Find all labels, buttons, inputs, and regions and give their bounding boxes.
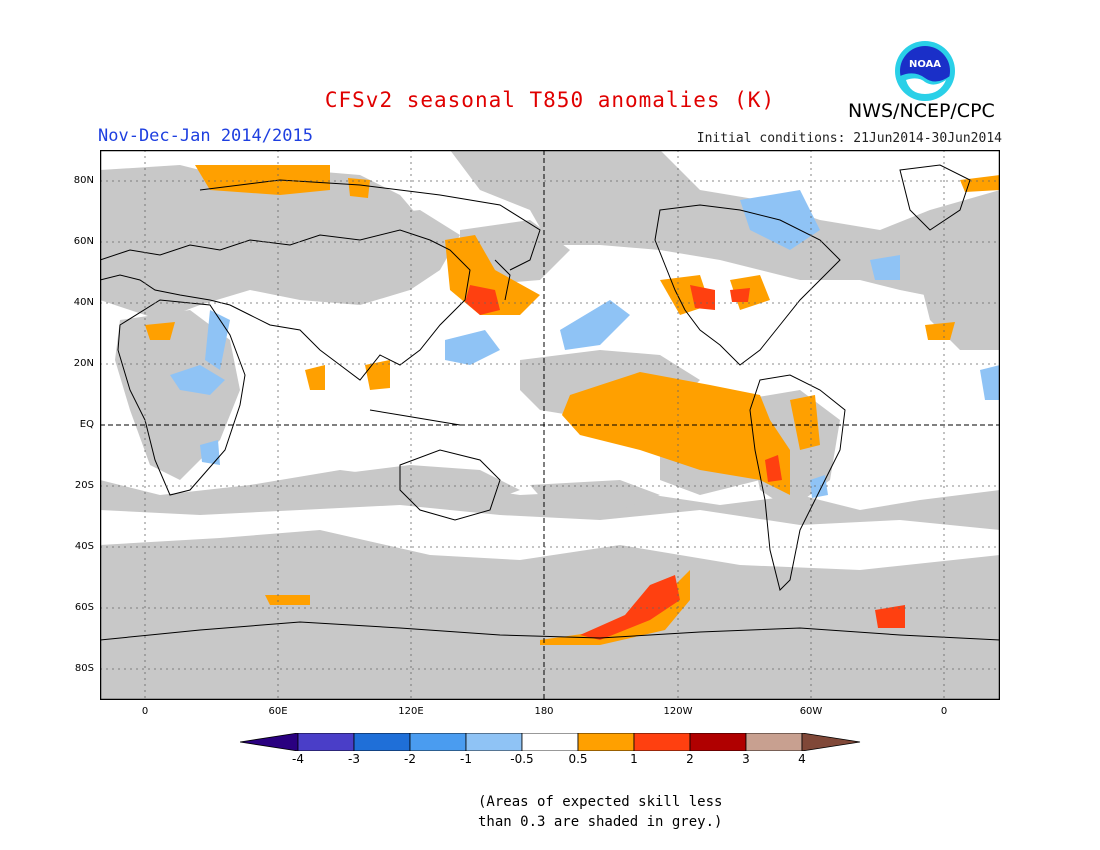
anomaly-map — [100, 150, 1000, 700]
colorbar-segment — [521, 733, 579, 751]
colorbar-tick-label: 1 — [630, 752, 638, 766]
colorbar-tick-label: -2 — [404, 752, 416, 766]
colorbar-tick-label: -0.5 — [510, 752, 534, 766]
lon-label: 60E — [268, 706, 288, 717]
colorbar-tick-label: 0.5 — [568, 752, 588, 766]
lon-label: 120W — [663, 706, 693, 717]
positive-anomaly-1-2 — [465, 285, 905, 640]
colorbar-segment — [409, 733, 467, 751]
note-line-2: than 0.3 are shaded in grey.) — [478, 814, 723, 830]
colorbar-segment — [240, 733, 299, 751]
noaa-logo: NOAA — [895, 41, 955, 101]
lat-label: 40S — [74, 541, 94, 552]
lon-label: 0 — [940, 706, 948, 717]
colorbar-segment — [577, 733, 635, 751]
coastlines — [100, 164, 1000, 641]
forecast-period: Nov-Dec-Jan 2014/2015 — [98, 126, 313, 146]
colorbar-tick-label: -4 — [292, 752, 304, 766]
logo-text: NOAA — [909, 59, 941, 70]
colorbar-segment — [353, 733, 411, 751]
lat-label: 60S — [74, 602, 94, 613]
lon-label: 60W — [799, 706, 823, 717]
colorbar-tick-label: 3 — [742, 752, 750, 766]
lat-label: 60N — [73, 236, 94, 247]
lat-label: 20S — [74, 480, 94, 491]
colorbar-segment — [633, 733, 691, 751]
lat-label: EQ — [79, 419, 94, 430]
note-line-1: (Areas of expected skill less — [478, 794, 723, 810]
initial-conditions: Initial conditions: 21Jun2014-30Jun2014 — [696, 131, 1002, 146]
colorbar-tick-label: 2 — [686, 752, 694, 766]
map-title: CFSv2 seasonal T850 anomalies (K) — [324, 88, 776, 112]
map-frame — [100, 150, 1000, 700]
colorbar-tick-label: 4 — [798, 752, 806, 766]
lat-label: 80N — [73, 175, 94, 186]
lat-label: 40N — [73, 297, 94, 308]
lon-label: 0 — [141, 706, 149, 717]
lat-label: 20N — [73, 358, 94, 369]
lon-label: 180 — [534, 706, 554, 717]
colorbar — [240, 733, 861, 751]
negative-anomaly-0.5-1 — [170, 190, 1000, 498]
colorbar-tick-label: -3 — [348, 752, 360, 766]
equator-dateline — [100, 150, 1000, 700]
agency-label: NWS/NCEP/CPC — [848, 100, 995, 122]
colorbar-segment — [801, 733, 861, 751]
colorbar-segment — [297, 733, 355, 751]
colorbar-segment — [745, 733, 803, 751]
colorbar-segment — [689, 733, 747, 751]
lon-label: 120E — [398, 706, 424, 717]
colorbar-tick-label: -1 — [460, 752, 472, 766]
colorbar-segment — [465, 733, 523, 751]
gridlines — [100, 150, 1000, 700]
lat-label: 80S — [74, 663, 94, 674]
skill-note: (Areas of expected skill less than 0.3 a… — [478, 792, 722, 832]
grey-skill-mask — [100, 150, 1000, 700]
positive-anomaly-0.5-1 — [145, 165, 1000, 645]
